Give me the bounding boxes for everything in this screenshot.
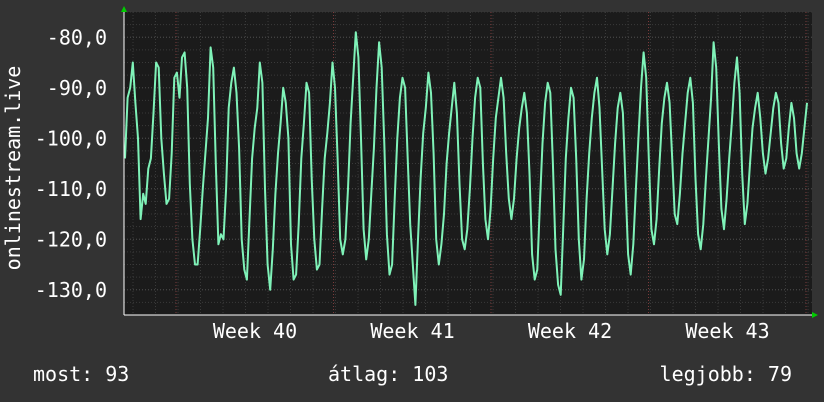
x-tick-label: Week 43 [685, 319, 769, 343]
series-line [124, 31, 808, 306]
y-tick-label: -120,0 [35, 227, 107, 251]
x-ticks: Week 40 Week 41 Week 42 Week 43 [213, 319, 770, 343]
footer-best: legjobb: 79 [659, 362, 792, 386]
y-ticks: -80,0 -90,0 -100,0 -110,0 -120,0 -130,0 [35, 25, 107, 302]
x-tick-label: Week 41 [370, 319, 454, 343]
x-axis-arrow-icon [812, 312, 818, 318]
x-tick-label: Week 40 [213, 319, 297, 343]
y-tick-label: -110,0 [35, 177, 107, 201]
y-axis-arrow-icon [121, 6, 127, 12]
y-tick-label: -100,0 [35, 126, 107, 150]
y-tick-label: -80,0 [47, 25, 107, 49]
footer-now: most: 93 [33, 362, 130, 386]
series-group [124, 31, 808, 306]
y-tick-label: -90,0 [47, 76, 107, 100]
y-axis-label: onlinestream.live [1, 66, 25, 271]
footer-average: átlag: 103 [328, 362, 449, 386]
x-tick-label: Week 42 [528, 319, 612, 343]
y-tick-label: -130,0 [35, 278, 107, 302]
